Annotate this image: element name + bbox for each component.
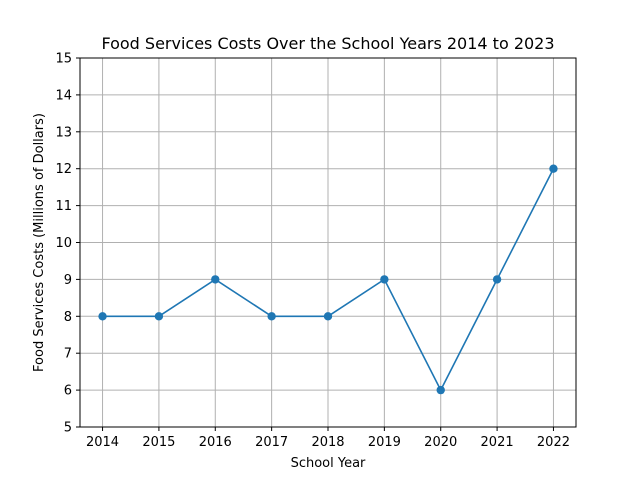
x-tick-label: 2022 — [537, 435, 570, 450]
y-tick-label: 5 — [64, 421, 72, 436]
x-axis-ticks: 2014 2015 2016 2017 2018 2019 2020 2021 2022 — [86, 427, 570, 450]
data-point — [436, 385, 445, 395]
series-layer — [98, 164, 558, 395]
x-tick-label: 2015 — [142, 435, 175, 450]
y-tick-label: 12 — [55, 162, 72, 177]
y-tick-label: 13 — [55, 125, 72, 140]
x-tick-label: 2020 — [424, 435, 457, 450]
y-tick-label: 11 — [55, 199, 72, 214]
data-point — [211, 275, 220, 284]
y-tick-label: 10 — [55, 236, 72, 251]
y-tick-label: 7 — [64, 347, 72, 362]
x-axis-label: School Year — [291, 456, 366, 471]
data-point — [154, 312, 164, 321]
data-point — [267, 312, 276, 321]
x-tick-label: 2017 — [255, 435, 288, 450]
y-tick-label: 15 — [55, 52, 72, 67]
y-axis-label: Food Services Costs (Millions of Dollars… — [32, 113, 47, 372]
y-axis-ticks: 5 6 7 8 9 10 11 12 13 14 15 — [55, 52, 80, 436]
x-tick-label: 2016 — [199, 435, 232, 450]
data-point — [323, 312, 333, 321]
data-point — [380, 275, 389, 284]
x-tick-label: 2021 — [481, 435, 514, 450]
data-point — [98, 312, 107, 321]
x-tick-label: 2018 — [311, 435, 344, 450]
data-point — [492, 275, 502, 284]
data-point — [549, 164, 558, 173]
x-tick-label: 2019 — [368, 435, 401, 450]
y-tick-label: 6 — [64, 384, 72, 399]
x-tick-label: 2014 — [86, 435, 119, 450]
y-tick-label: 14 — [55, 88, 72, 103]
y-tick-label: 9 — [64, 273, 72, 288]
y-tick-label: 8 — [64, 310, 72, 325]
chart-title: Food Services Costs Over the School Year… — [101, 34, 554, 53]
